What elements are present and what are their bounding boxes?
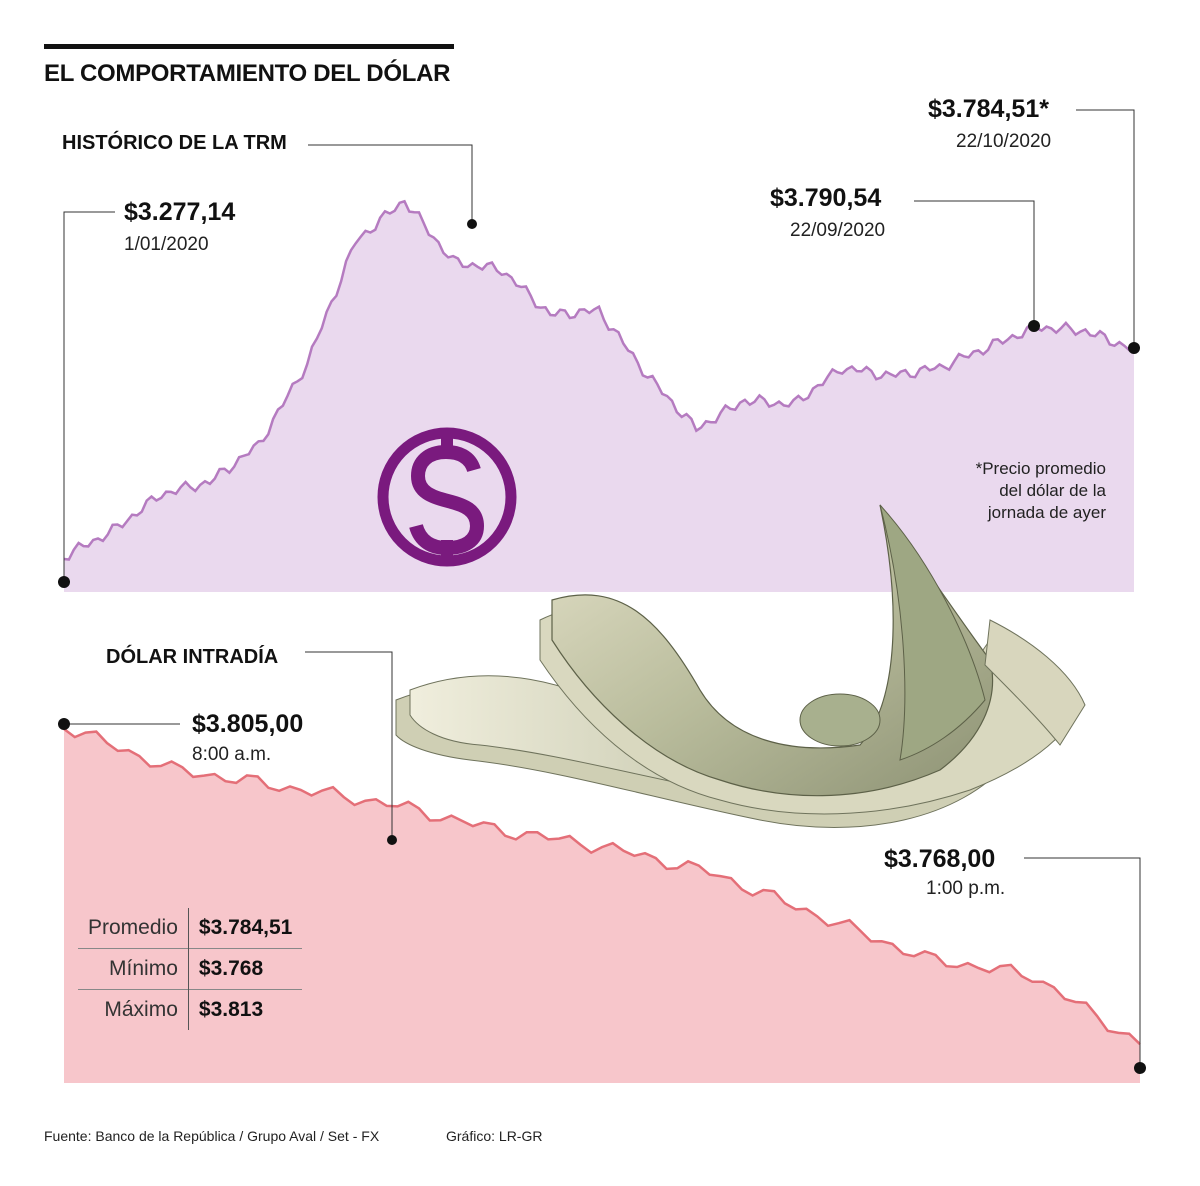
trm-start-date: 1/01/2020 bbox=[124, 234, 209, 255]
leader-trm-last bbox=[1076, 109, 1135, 348]
trm-title: HISTÓRICO DE LA TRM bbox=[62, 132, 287, 154]
trm-area bbox=[64, 201, 1134, 593]
intraday-title: DÓLAR INTRADÍA bbox=[106, 646, 279, 668]
banknotes-stack-icon bbox=[395, 504, 1086, 828]
leader-trm-start bbox=[63, 211, 115, 582]
stats-label: Mínimo bbox=[78, 948, 189, 990]
intraday-stats-table: Promedio $3.784,51 Mínimo $3.768 Máximo … bbox=[78, 908, 303, 1030]
leader-trm-sep bbox=[914, 200, 1035, 326]
leader-intra-title bbox=[305, 651, 393, 840]
top-rule bbox=[44, 44, 454, 49]
stats-row-maximo: Máximo $3.813 bbox=[78, 989, 303, 1030]
intraday-area bbox=[64, 729, 1140, 1083]
leader-trm-title bbox=[308, 144, 473, 224]
footer-credit: Gráfico: LR-GR bbox=[446, 1128, 543, 1144]
trm-last-value: $3.784,51* bbox=[928, 95, 1049, 123]
trm-peak-point bbox=[467, 219, 477, 229]
trm-last-point bbox=[1128, 342, 1140, 354]
trm-start-value: $3.277,14 bbox=[124, 198, 236, 226]
trm-line bbox=[63, 199, 1135, 561]
trm-sep-value: $3.790,54 bbox=[770, 184, 882, 212]
stats-label: Promedio bbox=[78, 908, 189, 949]
intraday-open-value: $3.805,00 bbox=[192, 710, 304, 738]
stats-value: $3.784,51 bbox=[198, 916, 293, 939]
page-title: EL COMPORTAMIENTO DEL DÓLAR bbox=[44, 60, 451, 87]
footer-source: Fuente: Banco de la República / Grupo Av… bbox=[44, 1128, 380, 1144]
stats-value: $3.768 bbox=[188, 948, 303, 990]
stats-value: $3.813 bbox=[188, 989, 303, 1030]
intraday-open-point bbox=[58, 718, 70, 730]
intraday-close-point bbox=[1134, 1062, 1146, 1074]
stats-label: Máximo bbox=[78, 989, 189, 1030]
trm-last-date: 22/10/2020 bbox=[956, 131, 1052, 152]
dollar-circle-icon bbox=[377, 427, 517, 567]
leader-intra-close bbox=[1024, 857, 1141, 1068]
trm-sep-date: 22/09/2020 bbox=[790, 220, 886, 241]
intraday-line bbox=[63, 728, 1141, 1046]
intraday-mid-point bbox=[387, 835, 397, 845]
trm-sep-point bbox=[1028, 320, 1040, 332]
trm-start-point bbox=[58, 576, 70, 588]
trm-footnote: *Precio promedio del dólar de la jornada… bbox=[975, 459, 1106, 522]
intraday-close-time: 1:00 p.m. bbox=[926, 878, 1006, 899]
intraday-open-time: 8:00 a.m. bbox=[192, 744, 272, 765]
stats-row-promedio: Promedio $3.784,51 bbox=[78, 908, 302, 949]
stats-row-minimo: Mínimo $3.768 bbox=[78, 948, 303, 990]
intraday-close-value: $3.768,00 bbox=[884, 845, 996, 873]
